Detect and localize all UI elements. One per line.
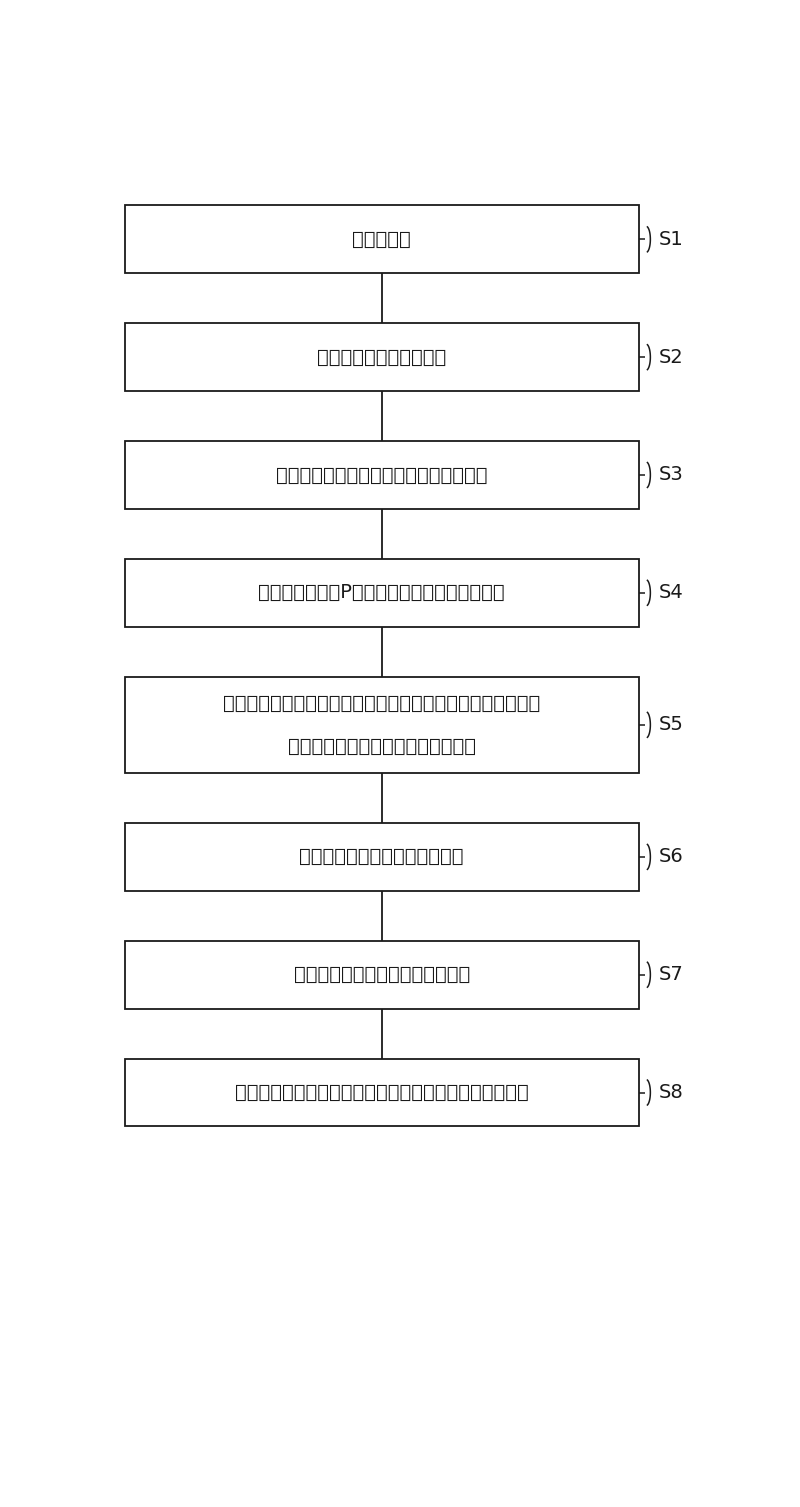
Bar bbox=[125, 940, 638, 1008]
Text: S7: S7 bbox=[658, 964, 683, 984]
Text: S3: S3 bbox=[658, 466, 683, 484]
Bar bbox=[125, 559, 638, 627]
Bar bbox=[125, 324, 638, 390]
Text: S4: S4 bbox=[658, 583, 683, 603]
Text: S5: S5 bbox=[658, 716, 684, 734]
Text: 氧化所述硅衬底、锗硅区域以及栅极的表面，在所述硅衬底、: 氧化所述硅衬底、锗硅区域以及栅极的表面，在所述硅衬底、 bbox=[223, 695, 540, 713]
Text: S1: S1 bbox=[658, 231, 683, 249]
Text: 对锗硅区域进行P型离子注入，形成源区和漏区: 对锗硅区域进行P型离子注入，形成源区和漏区 bbox=[258, 583, 505, 603]
Text: S2: S2 bbox=[658, 348, 683, 366]
Text: 、锗硅区域以及栅极表面形成氧化层: 、锗硅区域以及栅极表面形成氧化层 bbox=[288, 737, 476, 755]
Text: S8: S8 bbox=[658, 1084, 683, 1102]
Bar bbox=[125, 205, 638, 273]
Text: 回刻所述氧化硅层和氮化硅层在所述栅极的周围形成侧墙: 回刻所述氧化硅层和氮化硅层在所述栅极的周围形成侧墙 bbox=[235, 1084, 529, 1102]
Bar bbox=[125, 823, 638, 891]
Bar bbox=[125, 677, 638, 773]
Bar bbox=[125, 442, 638, 509]
Text: 在所述栅极两侧的硅衬底内形成锗硅区域: 在所述栅极两侧的硅衬底内形成锗硅区域 bbox=[276, 466, 487, 484]
Text: S6: S6 bbox=[658, 847, 683, 867]
Text: 在所述氧化层表面形成氧化硅层: 在所述氧化层表面形成氧化硅层 bbox=[299, 847, 464, 867]
Text: 提供硅衬底: 提供硅衬底 bbox=[352, 231, 411, 249]
Bar bbox=[125, 1058, 638, 1126]
Text: 在所述硅衬底上形成栅极: 在所述硅衬底上形成栅极 bbox=[317, 348, 446, 366]
Text: 在所述氧化硅层表面形成氮化硅层: 在所述氧化硅层表面形成氮化硅层 bbox=[294, 964, 470, 984]
